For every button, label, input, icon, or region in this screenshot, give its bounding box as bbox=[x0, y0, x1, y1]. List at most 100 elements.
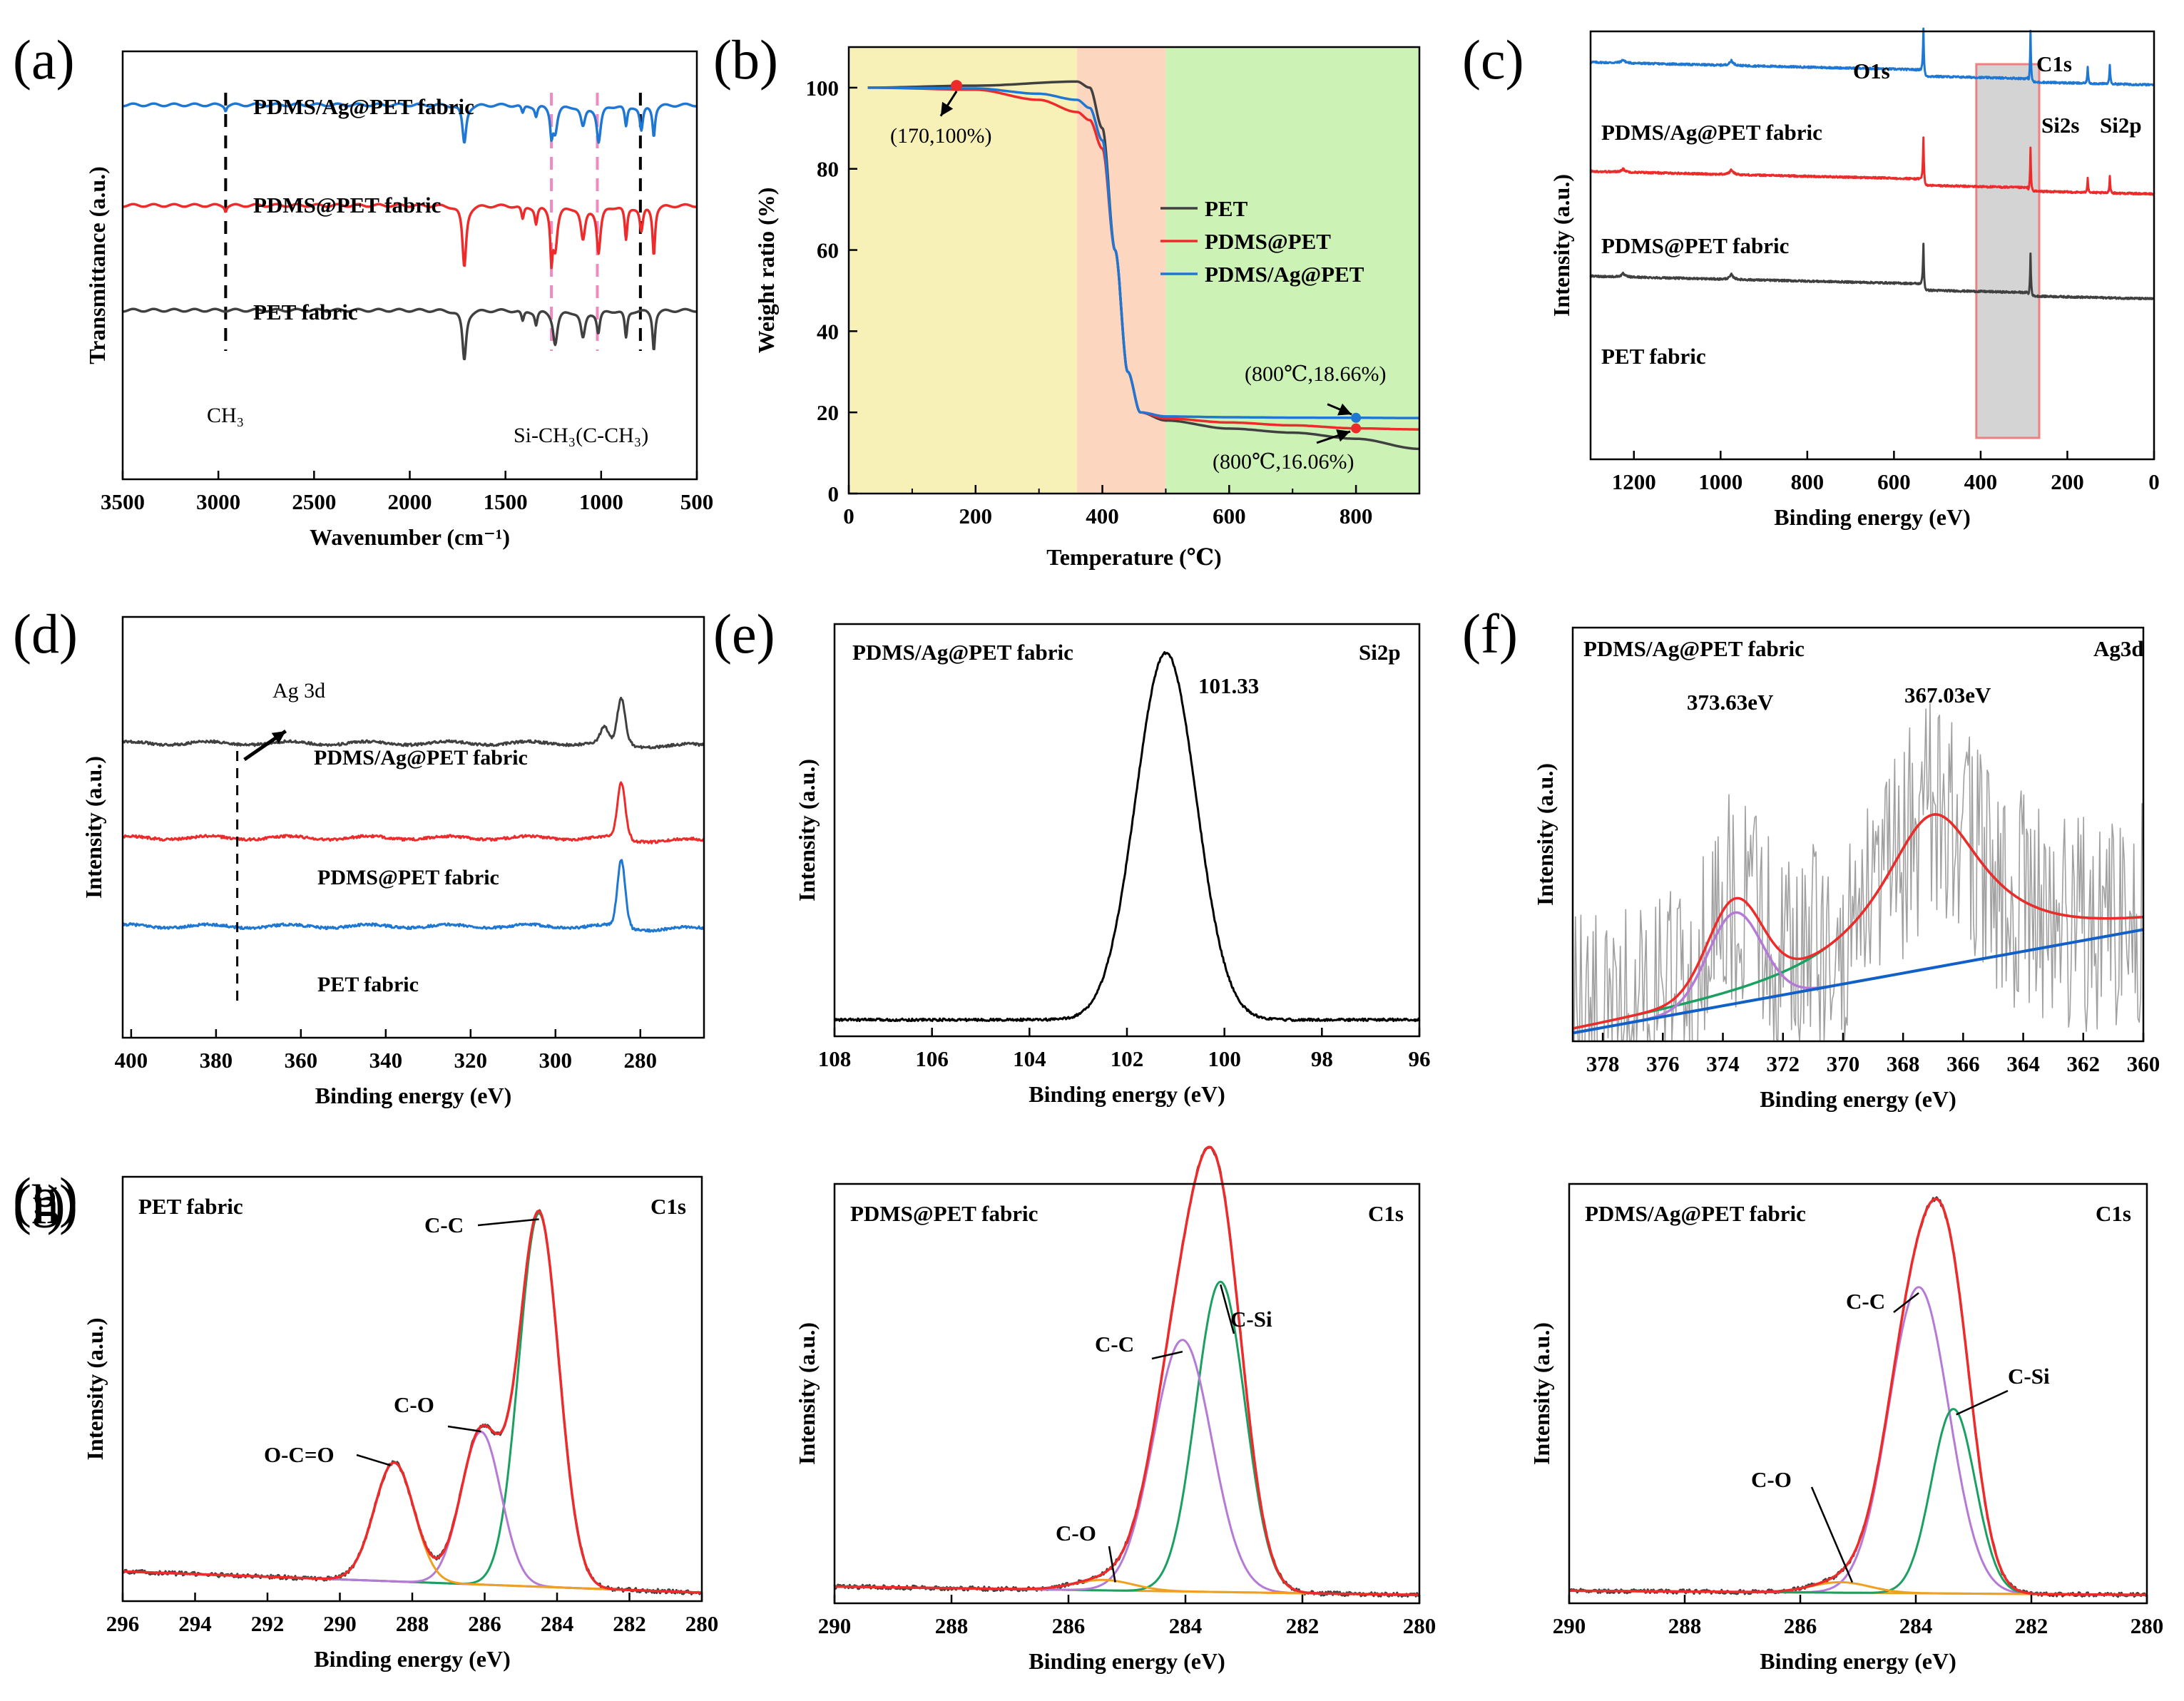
panel-label: (f) bbox=[1462, 603, 1518, 665]
x-tick-label: 380 bbox=[200, 1048, 233, 1073]
series-component bbox=[1569, 1286, 2147, 1596]
x-tick-label: 286 bbox=[1784, 1613, 1817, 1638]
x-axis-label: Temperature (℃) bbox=[1046, 544, 1221, 570]
plot-frame bbox=[121, 1175, 703, 1603]
leader-line bbox=[1893, 1292, 1919, 1313]
x-tick-label: 282 bbox=[613, 1611, 646, 1636]
x-tick-label: 284 bbox=[1899, 1613, 1933, 1638]
x-tick-label: 100 bbox=[1208, 1046, 1241, 1071]
x-tick-label: 294 bbox=[178, 1611, 212, 1636]
series-envelope bbox=[122, 1210, 703, 1594]
leader-line bbox=[1151, 1350, 1183, 1360]
leader-line bbox=[1108, 1546, 1116, 1583]
x-axis-label: Binding energy (eV) bbox=[1774, 504, 1971, 530]
marker-800-blue bbox=[1351, 412, 1362, 423]
x-tick-label: 1000 bbox=[1698, 469, 1742, 494]
x-axis-label: Wavenumber (cm⁻¹) bbox=[310, 524, 510, 550]
region-stage-2 bbox=[1077, 47, 1166, 494]
x-tick-label: 280 bbox=[2131, 1613, 2164, 1638]
component-label: C-C bbox=[424, 1212, 464, 1237]
component-label: C-O bbox=[1056, 1521, 1096, 1546]
x-tick-label: 286 bbox=[1052, 1613, 1086, 1638]
x-tick-label: 3000 bbox=[196, 489, 240, 514]
plot-frame bbox=[1571, 626, 2145, 1043]
series-envelope bbox=[834, 1145, 1420, 1596]
series-pdms-pet bbox=[122, 203, 698, 270]
x-tick-label: 360 bbox=[285, 1048, 318, 1073]
x-tick-label: 290 bbox=[323, 1611, 357, 1636]
annotation-si2s: Si2s bbox=[2041, 113, 2079, 138]
x-tick-label: 2500 bbox=[292, 489, 336, 514]
panel-label: (h) bbox=[13, 1173, 78, 1235]
corner-label: Si2p bbox=[1359, 640, 1401, 665]
annotation-si-ch3: Si-CH₃(C-CH₃) bbox=[514, 424, 648, 447]
x-tick-label: 366 bbox=[1946, 1051, 1980, 1076]
panel-label: (d) bbox=[13, 603, 78, 665]
x-tick-label: 0 bbox=[843, 504, 854, 528]
x-tick-label: 104 bbox=[1013, 1046, 1046, 1071]
x-axis-label: Binding energy (eV) bbox=[1029, 1081, 1225, 1107]
label-pet: PET fabric bbox=[1601, 344, 1706, 369]
panel-title: PET fabric bbox=[138, 1194, 243, 1219]
y-tick-label: 80 bbox=[817, 157, 839, 182]
x-tick-label: 362 bbox=[2067, 1051, 2101, 1076]
x-tick-label: 290 bbox=[818, 1613, 852, 1638]
x-axis-label: Binding energy (eV) bbox=[1760, 1648, 1956, 1674]
x-tick-label: 282 bbox=[2015, 1613, 2048, 1638]
series-pdms-pet bbox=[1589, 136, 2155, 196]
x-tick-label: 106 bbox=[915, 1046, 949, 1071]
plot-frame bbox=[847, 46, 1421, 495]
annotation-ag3d: Ag 3d bbox=[272, 679, 325, 703]
panel-c: 1200 1000 800 600 400 200 0 Binding energy (eV)… bbox=[1548, 27, 2160, 530]
panel-h: 290 288 286 284 282 280 Binding energy (eV) Int… bbox=[794, 1145, 1436, 1674]
label-pet: PET fabric bbox=[253, 300, 358, 325]
x-tick-label: 284 bbox=[541, 1611, 574, 1636]
y-axis-label: Weight ratio (%) bbox=[753, 188, 779, 354]
y-axis-label: Intensity (a.u.) bbox=[1529, 1322, 1554, 1465]
x-tick-label: 0 bbox=[2148, 469, 2160, 494]
component-label: C-Si bbox=[1230, 1307, 1272, 1332]
series-pdms-ag-pet bbox=[867, 86, 1419, 419]
x-tick-label: 2000 bbox=[388, 489, 432, 514]
x-tick-label: 200 bbox=[959, 504, 993, 528]
peak-label-367: 367.03eV bbox=[1904, 683, 1991, 708]
y-tick-label: 100 bbox=[806, 76, 840, 101]
x-axis-label: Binding energy (eV) bbox=[314, 1646, 511, 1672]
x-tick-label: 290 bbox=[1553, 1613, 1586, 1638]
x-tick-label: 102 bbox=[1111, 1046, 1144, 1071]
leader-line bbox=[1219, 1284, 1235, 1334]
x-tick-label: 292 bbox=[251, 1611, 285, 1636]
x-axis-label: Binding energy (eV) bbox=[315, 1083, 512, 1108]
corner-label: C1s bbox=[650, 1194, 686, 1219]
x-tick-label: 800 bbox=[1791, 469, 1825, 494]
leader-line bbox=[356, 1454, 391, 1466]
component-label: C-O bbox=[394, 1392, 434, 1417]
annotation-c1s: C1s bbox=[2036, 51, 2072, 76]
series-component bbox=[122, 1461, 703, 1594]
x-tick-label: 364 bbox=[2006, 1051, 2040, 1076]
panel-label: (c) bbox=[1462, 29, 1524, 91]
annotation-ch3: CH₃ bbox=[207, 404, 244, 427]
panel-title: PDMS/Ag@PET fabric bbox=[1585, 1201, 1806, 1226]
series-pdms-ag-pet bbox=[122, 102, 698, 144]
y-axis-label: Intensity (a.u.) bbox=[81, 756, 106, 899]
leader-line bbox=[477, 1218, 539, 1227]
x-tick-label: 400 bbox=[1964, 469, 1998, 494]
plot-frame bbox=[1589, 30, 2155, 461]
series-pdms-ag-pet bbox=[122, 859, 705, 933]
x-tick-label: 374 bbox=[1706, 1051, 1740, 1076]
label-pdms-ag-pet: PDMS/Ag@PET fabric bbox=[253, 94, 474, 119]
x-tick-label: 282 bbox=[1286, 1613, 1320, 1638]
panel-b: (170,100%)(800℃,18.66%)(800℃,16.06%)PETP… bbox=[753, 46, 1421, 570]
x-tick-label: 288 bbox=[1668, 1613, 1702, 1638]
plot-frame bbox=[1568, 1182, 2148, 1605]
marker-800-red bbox=[1351, 423, 1362, 434]
arrow-head bbox=[271, 731, 286, 744]
panel-title: PDMS@PET fabric bbox=[850, 1201, 1038, 1226]
component-label: C-O bbox=[1751, 1467, 1792, 1492]
annotation-o1s: O1s bbox=[1853, 58, 1890, 83]
plot-frame bbox=[833, 623, 1421, 1038]
series-raw bbox=[1568, 1196, 2148, 1598]
x-tick-label: 1500 bbox=[484, 489, 528, 514]
series-component bbox=[1569, 1408, 2147, 1596]
